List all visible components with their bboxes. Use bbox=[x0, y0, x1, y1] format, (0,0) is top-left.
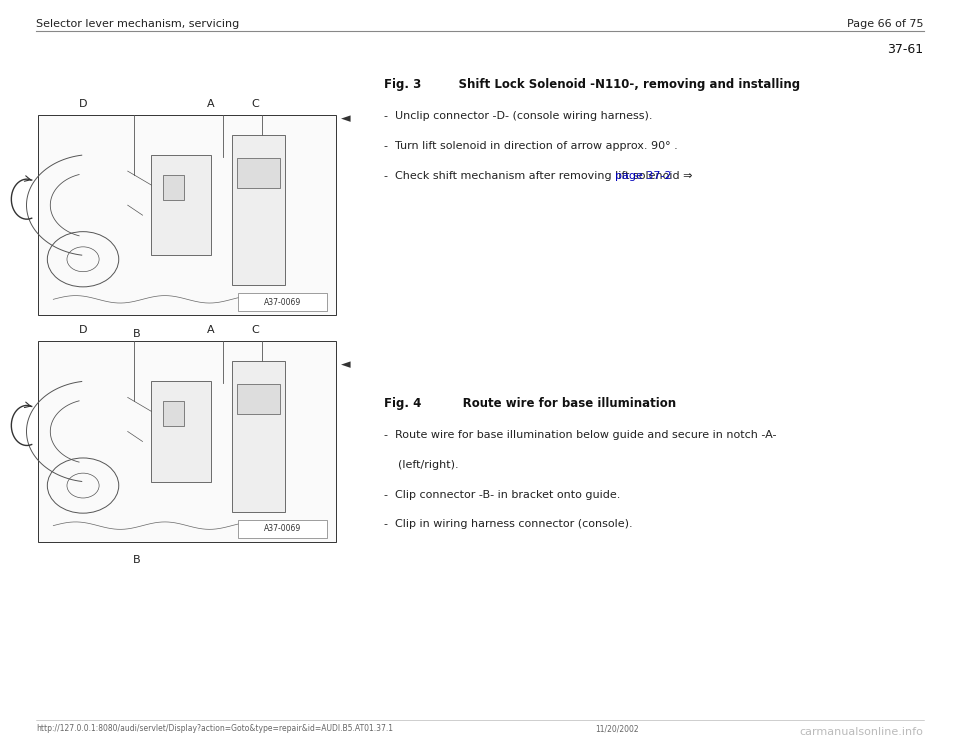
Text: C: C bbox=[252, 326, 259, 335]
Text: -  Turn lift solenoid in direction of arrow approx. 90° .: - Turn lift solenoid in direction of arr… bbox=[384, 141, 678, 151]
Text: ◄: ◄ bbox=[341, 112, 350, 125]
Text: 37-61: 37-61 bbox=[887, 43, 924, 56]
Text: B: B bbox=[132, 329, 140, 338]
Text: Fig. 3: Fig. 3 bbox=[384, 78, 421, 91]
Text: D: D bbox=[79, 99, 87, 109]
Bar bbox=[232, 135, 285, 286]
Bar bbox=[152, 381, 211, 482]
Text: page 37-2: page 37-2 bbox=[614, 171, 671, 180]
Bar bbox=[237, 157, 280, 188]
Text: A: A bbox=[207, 326, 215, 335]
Text: http://127.0.0.1:8080/audi/servlet/Display?action=Goto&type=repair&id=AUDI.B5.AT: http://127.0.0.1:8080/audi/servlet/Displ… bbox=[36, 724, 394, 733]
Bar bbox=[232, 361, 285, 512]
Text: ◄: ◄ bbox=[341, 358, 350, 372]
Text: carmanualsonline.info: carmanualsonline.info bbox=[800, 727, 924, 737]
Text: -  Clip in wiring harness connector (console).: - Clip in wiring harness connector (cons… bbox=[384, 519, 633, 529]
Text: B: B bbox=[132, 555, 140, 565]
Text: Route wire for base illumination: Route wire for base illumination bbox=[442, 397, 676, 410]
Text: A37-0069: A37-0069 bbox=[264, 298, 301, 307]
Bar bbox=[38, 115, 336, 315]
Bar bbox=[152, 155, 211, 255]
Text: A37-0069: A37-0069 bbox=[264, 524, 301, 533]
Bar bbox=[38, 341, 336, 542]
Text: -  Unclip connector -D- (console wiring harness).: - Unclip connector -D- (console wiring h… bbox=[384, 111, 653, 121]
Text: Shift Lock Solenoid -N110-, removing and installing: Shift Lock Solenoid -N110-, removing and… bbox=[442, 78, 800, 91]
Text: -  Clip connector -B- in bracket onto guide.: - Clip connector -B- in bracket onto gui… bbox=[384, 490, 620, 499]
Text: D: D bbox=[79, 326, 87, 335]
Bar bbox=[238, 293, 327, 312]
Text: (left/right).: (left/right). bbox=[384, 460, 459, 470]
Text: 11/20/2002: 11/20/2002 bbox=[595, 724, 638, 733]
Text: Selector lever mechanism, servicing: Selector lever mechanism, servicing bbox=[36, 19, 240, 28]
Bar bbox=[163, 175, 184, 200]
Text: Page 66 of 75: Page 66 of 75 bbox=[847, 19, 924, 28]
Text: Fig. 4: Fig. 4 bbox=[384, 397, 421, 410]
Text: -  Check shift mechanism after removing lift solenoid ⇒: - Check shift mechanism after removing l… bbox=[384, 171, 696, 180]
Text: C: C bbox=[252, 99, 259, 109]
Text: A: A bbox=[207, 99, 215, 109]
Text: -  Route wire for base illumination below guide and secure in notch -A-: - Route wire for base illumination below… bbox=[384, 430, 777, 440]
Bar bbox=[237, 384, 280, 414]
Bar bbox=[163, 401, 184, 427]
Bar bbox=[238, 519, 327, 538]
